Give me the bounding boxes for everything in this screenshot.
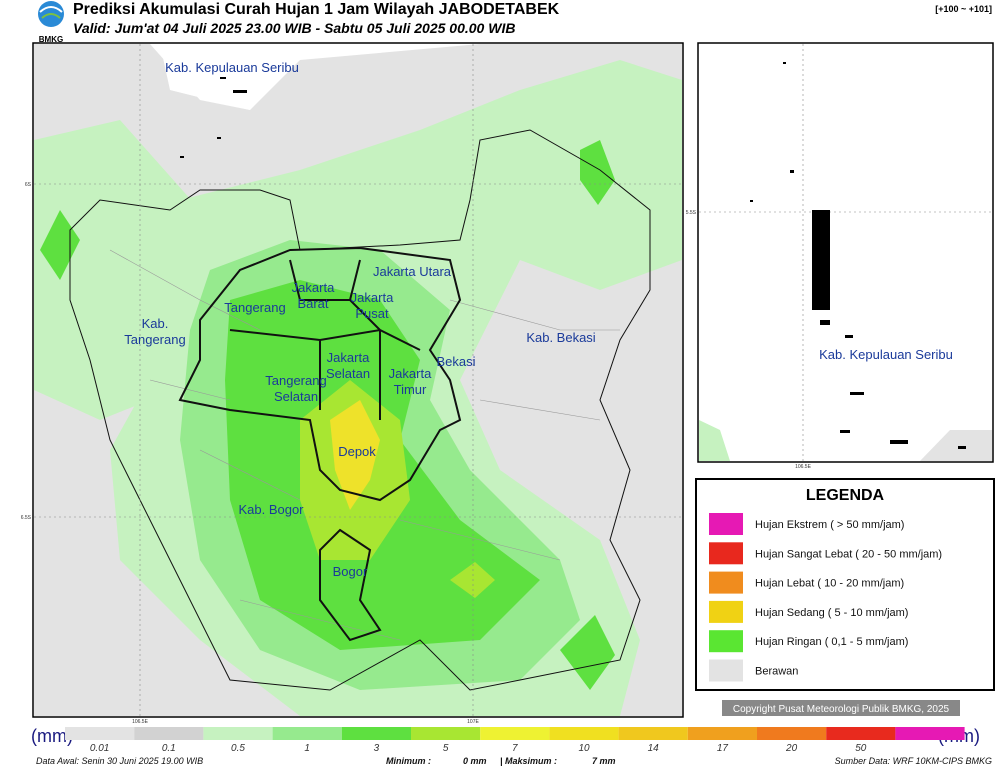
colorbar-segment bbox=[826, 727, 896, 740]
label-line: Barat bbox=[297, 296, 328, 311]
colorbar-tick: 3 bbox=[374, 743, 380, 754]
legend-label: Hujan Lebat ( 10 - 20 mm/jam) bbox=[755, 578, 904, 590]
min-value: 0 mm bbox=[463, 756, 487, 766]
colorbar-tick: 7 bbox=[512, 743, 518, 754]
range: [+100 ~ +101] bbox=[935, 4, 992, 14]
title: Prediksi Akumulasi Curah Hujan 1 Jam Wil… bbox=[73, 1, 560, 18]
main-map: 6S 6.5S 106.5E 107E Kab. Kepulauan Serib… bbox=[21, 42, 684, 725]
legend-label: Hujan Ringan ( 0,1 - 5 mm/jam) bbox=[755, 636, 908, 648]
label-line: Kab. Bekasi bbox=[526, 330, 595, 345]
label-line: Jakarta bbox=[327, 350, 370, 365]
label-line: Jakarta bbox=[351, 290, 394, 305]
legend-swatch bbox=[709, 542, 743, 565]
colorbar-segment bbox=[411, 727, 481, 740]
colorbar-segment bbox=[65, 727, 135, 740]
label-line: Pusat bbox=[355, 306, 389, 321]
label-line: Depok bbox=[338, 444, 376, 459]
region-label: Depok bbox=[338, 444, 376, 459]
colorbar-segment bbox=[618, 727, 688, 740]
region-label: Kab. Bogor bbox=[238, 502, 304, 517]
islands bbox=[180, 77, 247, 158]
colorbar-segment bbox=[134, 727, 204, 740]
colorbar-segment bbox=[687, 727, 757, 740]
logo-text: BMKG bbox=[39, 35, 63, 44]
label-line: Bogor bbox=[333, 564, 368, 579]
lon-tick: 106.5E bbox=[795, 464, 812, 470]
colorbar-tick: 10 bbox=[578, 743, 590, 754]
label-line: Timur bbox=[394, 382, 427, 397]
copyright: Copyright Pusat Meteorologi Publik BMKG,… bbox=[733, 704, 950, 715]
region-label: Kab. Kepulauan Seribu bbox=[165, 60, 299, 75]
region-label: Kab. Bekasi bbox=[526, 330, 595, 345]
legend-swatch bbox=[709, 571, 743, 594]
label-line: Jakarta bbox=[292, 280, 335, 295]
label-line: Bekasi bbox=[436, 354, 475, 369]
region-label: Jakarta Selatan bbox=[326, 350, 370, 381]
logo: BMKG bbox=[38, 1, 64, 44]
region-label: Bekasi bbox=[436, 354, 475, 369]
legend-label: Berawan bbox=[755, 666, 798, 678]
label-line: Kab. bbox=[142, 316, 169, 331]
lat-tick: 6S bbox=[25, 182, 32, 188]
colorbar-tick: 1 bbox=[304, 743, 310, 754]
colorbar-tick: 5 bbox=[443, 743, 449, 754]
label-line: Tangerang bbox=[265, 373, 326, 388]
label-line: Selatan bbox=[274, 389, 318, 404]
colorbar-segment bbox=[203, 727, 273, 740]
region-label: Jakarta Timur bbox=[389, 366, 432, 397]
colorbar-segment bbox=[341, 727, 411, 740]
colorbar-segment bbox=[549, 727, 619, 740]
label-line: Tangerang bbox=[124, 332, 185, 347]
label-line: Jakarta Utara bbox=[373, 264, 452, 279]
subtitle: Valid: Jum'at 04 Juli 2025 23.00 WIB - S… bbox=[73, 20, 515, 36]
colorbar-tick: 0.1 bbox=[162, 743, 176, 754]
region-label: Tangerang Selatan bbox=[265, 373, 326, 404]
legend-swatch bbox=[709, 513, 743, 535]
region-label: Tangerang bbox=[224, 300, 285, 315]
legend-label: Hujan Sangat Lebat ( 20 - 50 mm/jam) bbox=[755, 548, 942, 560]
label-line: Selatan bbox=[326, 366, 370, 381]
colorbar-segment bbox=[895, 727, 965, 740]
legend-swatch bbox=[709, 600, 743, 623]
region-label: Jakarta Barat bbox=[292, 280, 335, 311]
region-label: Kab. Kepulauan Seribu bbox=[819, 347, 953, 362]
colorbar-tick: 50 bbox=[855, 743, 867, 754]
colorbar-tick: 17 bbox=[717, 743, 729, 754]
unit: (mm) bbox=[31, 726, 73, 746]
legend-swatch bbox=[709, 630, 743, 653]
colorbar-tick: 0.5 bbox=[231, 743, 245, 754]
lat-tick: 5.5S bbox=[686, 210, 697, 216]
copyright-box bbox=[722, 700, 960, 716]
colorbar-tick: 0.01 bbox=[90, 743, 109, 754]
legend-swatch bbox=[709, 659, 743, 682]
lon-tick: 106.5E bbox=[132, 719, 149, 725]
min-label: Minimum : bbox=[386, 756, 431, 766]
legend-title: LEGENDA bbox=[806, 487, 885, 504]
colorbar-segment bbox=[480, 727, 550, 740]
label-line: Tangerang bbox=[224, 300, 285, 315]
legend: LEGENDA Hujan Ekstrem ( > 50 mm/jam) Huja… bbox=[695, 478, 995, 691]
colorbar-tick: 14 bbox=[648, 743, 660, 754]
max-label: | Maksimum : bbox=[500, 756, 557, 766]
colorbar-tick: 20 bbox=[785, 743, 798, 754]
region-label: Jakarta Pusat bbox=[351, 290, 394, 321]
lat-tick: 6.5S bbox=[21, 515, 32, 521]
colorbar-segment bbox=[272, 727, 342, 740]
region-label: Bogor bbox=[333, 564, 368, 579]
inset-map: 5.5S 106.5E Kab. Kepulauan Seribu bbox=[686, 42, 994, 470]
label-line: Jakarta bbox=[389, 366, 432, 381]
colorbar-segment bbox=[757, 727, 827, 740]
region-label: Kab. Tangerang bbox=[124, 316, 185, 347]
label-line: Kab. Bogor bbox=[238, 502, 304, 517]
region-label: Jakarta Utara bbox=[373, 264, 452, 279]
data-awal: Data Awal: Senin 30 Juni 2025 19.00 WIB bbox=[36, 756, 203, 766]
legend-label: Hujan Ekstrem ( > 50 mm/jam) bbox=[755, 519, 904, 531]
lon-tick: 107E bbox=[467, 719, 479, 725]
max-value: 7 mm bbox=[592, 756, 616, 766]
legend-label: Hujan Sedang ( 5 - 10 mm/jam) bbox=[755, 607, 908, 619]
label-line: Kab. Kepulauan Seribu bbox=[165, 60, 299, 75]
source: Sumber Data: WRF 10KM-CIPS BMKG bbox=[835, 756, 992, 766]
